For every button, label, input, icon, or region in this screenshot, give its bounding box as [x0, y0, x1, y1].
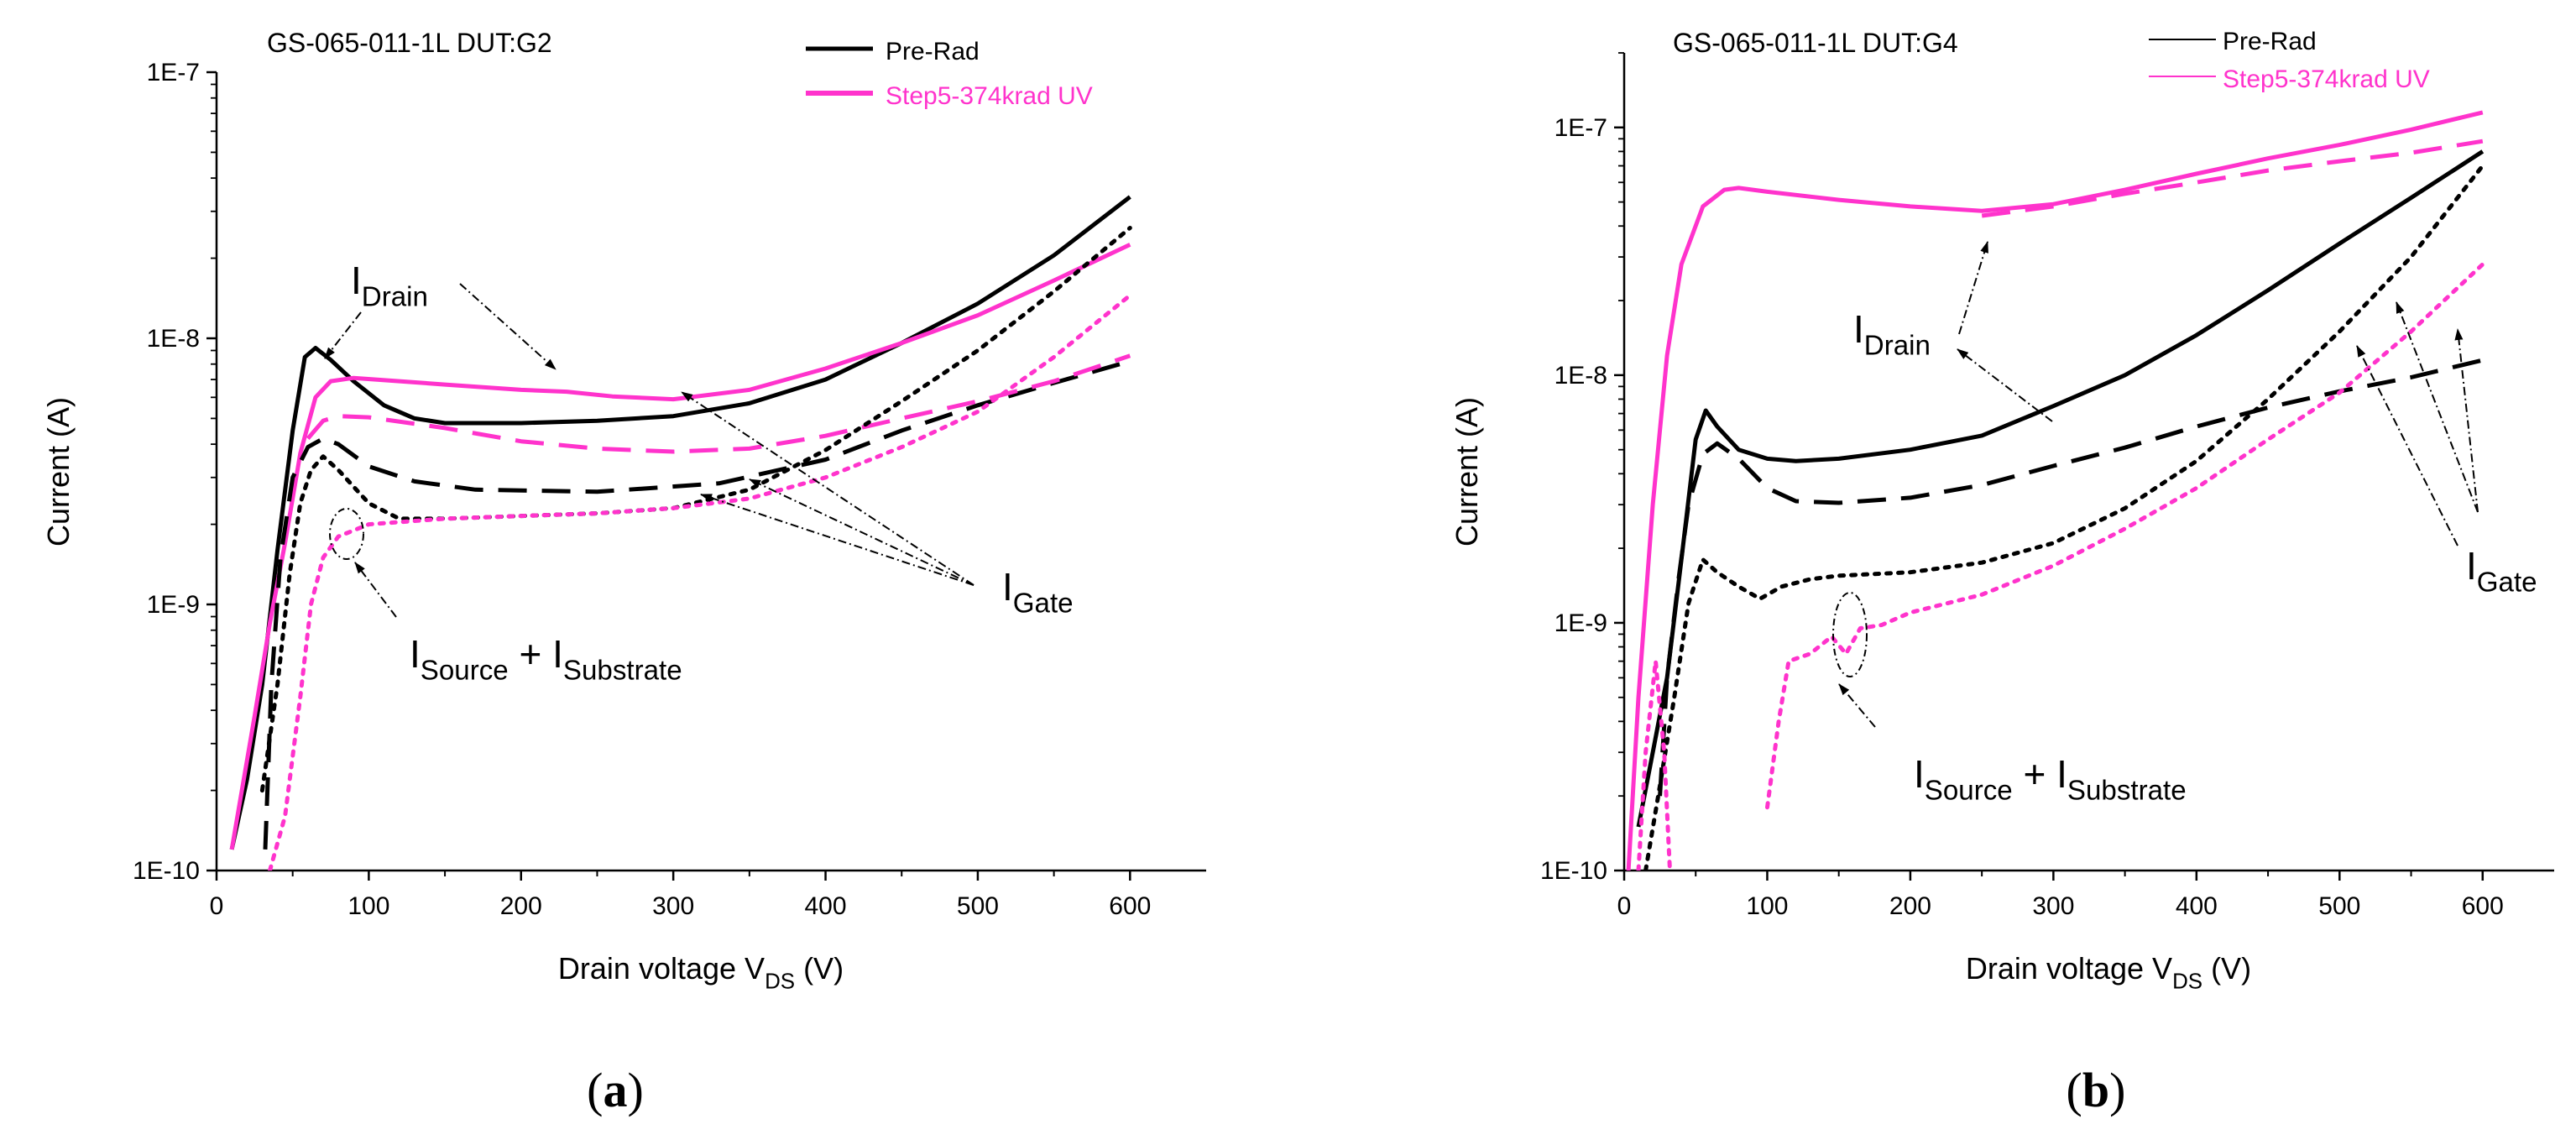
- series-line: [1765, 262, 2485, 810]
- y-tick-label: 1E-9: [147, 591, 200, 619]
- x-tick-label: 600: [2462, 892, 2504, 920]
- series-line: [268, 293, 1132, 871]
- annotation-ellipse: [329, 508, 364, 560]
- series-line: [263, 358, 1131, 850]
- annotation-label: IDrain: [1853, 307, 1931, 362]
- x-tick-label: 300: [2032, 892, 2074, 920]
- y-axis-label: Current (A): [41, 397, 76, 546]
- series-group: [1626, 110, 2485, 871]
- y-tick-label: 1E-9: [1554, 609, 1607, 637]
- panel-label: (b): [2067, 1063, 2126, 1117]
- y-tick-label: 1E-7: [147, 59, 200, 86]
- annotation-arrow: [1838, 683, 1876, 728]
- annotation-label: IGate: [2466, 544, 2537, 599]
- panel-label: (a): [587, 1063, 644, 1117]
- annotation-drain: IDrain: [1853, 241, 2053, 422]
- legend-label: Step5-374krad UV: [886, 82, 1093, 110]
- annotation-arrow: [1958, 241, 1988, 335]
- annotation-arrow: [749, 478, 974, 586]
- y-tick-label: 1E-7: [1554, 114, 1607, 142]
- chart-title: GS-065-011-1L DUT:G2: [267, 28, 552, 58]
- annotation-label: IDrain: [351, 259, 428, 313]
- x-tick-label: 100: [347, 892, 389, 920]
- annotation-gate: IGate: [2356, 301, 2537, 599]
- x-tick-label: 100: [1746, 892, 1788, 920]
- y-tick-label: 1E-8: [147, 325, 200, 353]
- x-axis-label: Drain voltage VDS (V): [1966, 951, 2251, 994]
- x-tick-label: 300: [652, 892, 694, 920]
- x-axis-label: Drain voltage VDS (V): [558, 951, 844, 994]
- series-line: [229, 243, 1131, 850]
- legend-label: Pre-Rad: [2223, 28, 2317, 55]
- series-line: [1658, 358, 2484, 797]
- legend-label: Pre-Rad: [886, 38, 980, 65]
- series-line: [1643, 164, 2485, 871]
- x-tick-label: 400: [805, 892, 847, 920]
- x-tick-label: 400: [2176, 892, 2218, 920]
- series-line: [1636, 149, 2485, 828]
- y-tick-label: 1E-8: [1554, 362, 1607, 390]
- x-tick-label: 500: [957, 892, 999, 920]
- annotation-label: ISource + ISubstrate: [1914, 752, 2187, 807]
- legend-label: Step5-374krad UV: [2223, 65, 2430, 93]
- annotation-source: ISource + ISubstrate: [1832, 592, 2187, 807]
- x-tick-label: 0: [210, 892, 224, 920]
- annotation-arrow: [324, 311, 362, 359]
- legend: Pre-Rad Step5-374krad UV: [2149, 28, 2430, 93]
- annotation-arrow: [2396, 301, 2479, 513]
- series-line: [229, 195, 1131, 850]
- x-tick-label: 600: [1109, 892, 1151, 920]
- chart-panel-b: 0 100 200 300 400 500 600 1E-10 1E-9 1E-8 1E-7 GS-0…: [1450, 28, 2554, 1117]
- y-tick-label: 1E-10: [133, 857, 200, 885]
- legend: Pre-Rad Step5-374krad UV: [806, 38, 1093, 110]
- annotation-arrow: [2356, 345, 2458, 546]
- annotation-arrow: [700, 494, 974, 586]
- series-line: [306, 353, 1131, 454]
- y-tick-label: 1E-10: [1540, 857, 1607, 885]
- annotation-source: ISource + ISubstrate: [329, 508, 682, 687]
- x-tick-label: 200: [500, 892, 542, 920]
- annotation-arrow: [681, 391, 974, 586]
- chart-title: GS-065-011-1L DUT:G4: [1673, 28, 1958, 58]
- annotation-arrow: [459, 283, 556, 370]
- x-tick-label: 200: [1889, 892, 1931, 920]
- annotation-ellipse: [1832, 592, 1868, 677]
- x-tick-label: 0: [1617, 892, 1632, 920]
- annotation-drain: IDrain: [324, 259, 556, 370]
- chart-panel-a: 0 100 200 300 400 500 600 1E-10 1E-9 1E-8 1E-7 GS-0…: [41, 28, 1206, 1117]
- y-axis-label: Current (A): [1450, 397, 1484, 546]
- annotation-arrow: [1957, 348, 2053, 422]
- annotation-label: IGate: [1002, 565, 1074, 620]
- annotation-label: ISource + ISubstrate: [410, 632, 682, 687]
- annotation-arrow: [354, 562, 397, 618]
- series-line: [1636, 659, 1672, 871]
- series-group: [229, 195, 1132, 871]
- annotation-gate: IGate: [681, 391, 1074, 620]
- annotation-arrow: [2454, 328, 2479, 513]
- series-line: [1626, 110, 2484, 871]
- x-tick-label: 500: [2318, 892, 2360, 920]
